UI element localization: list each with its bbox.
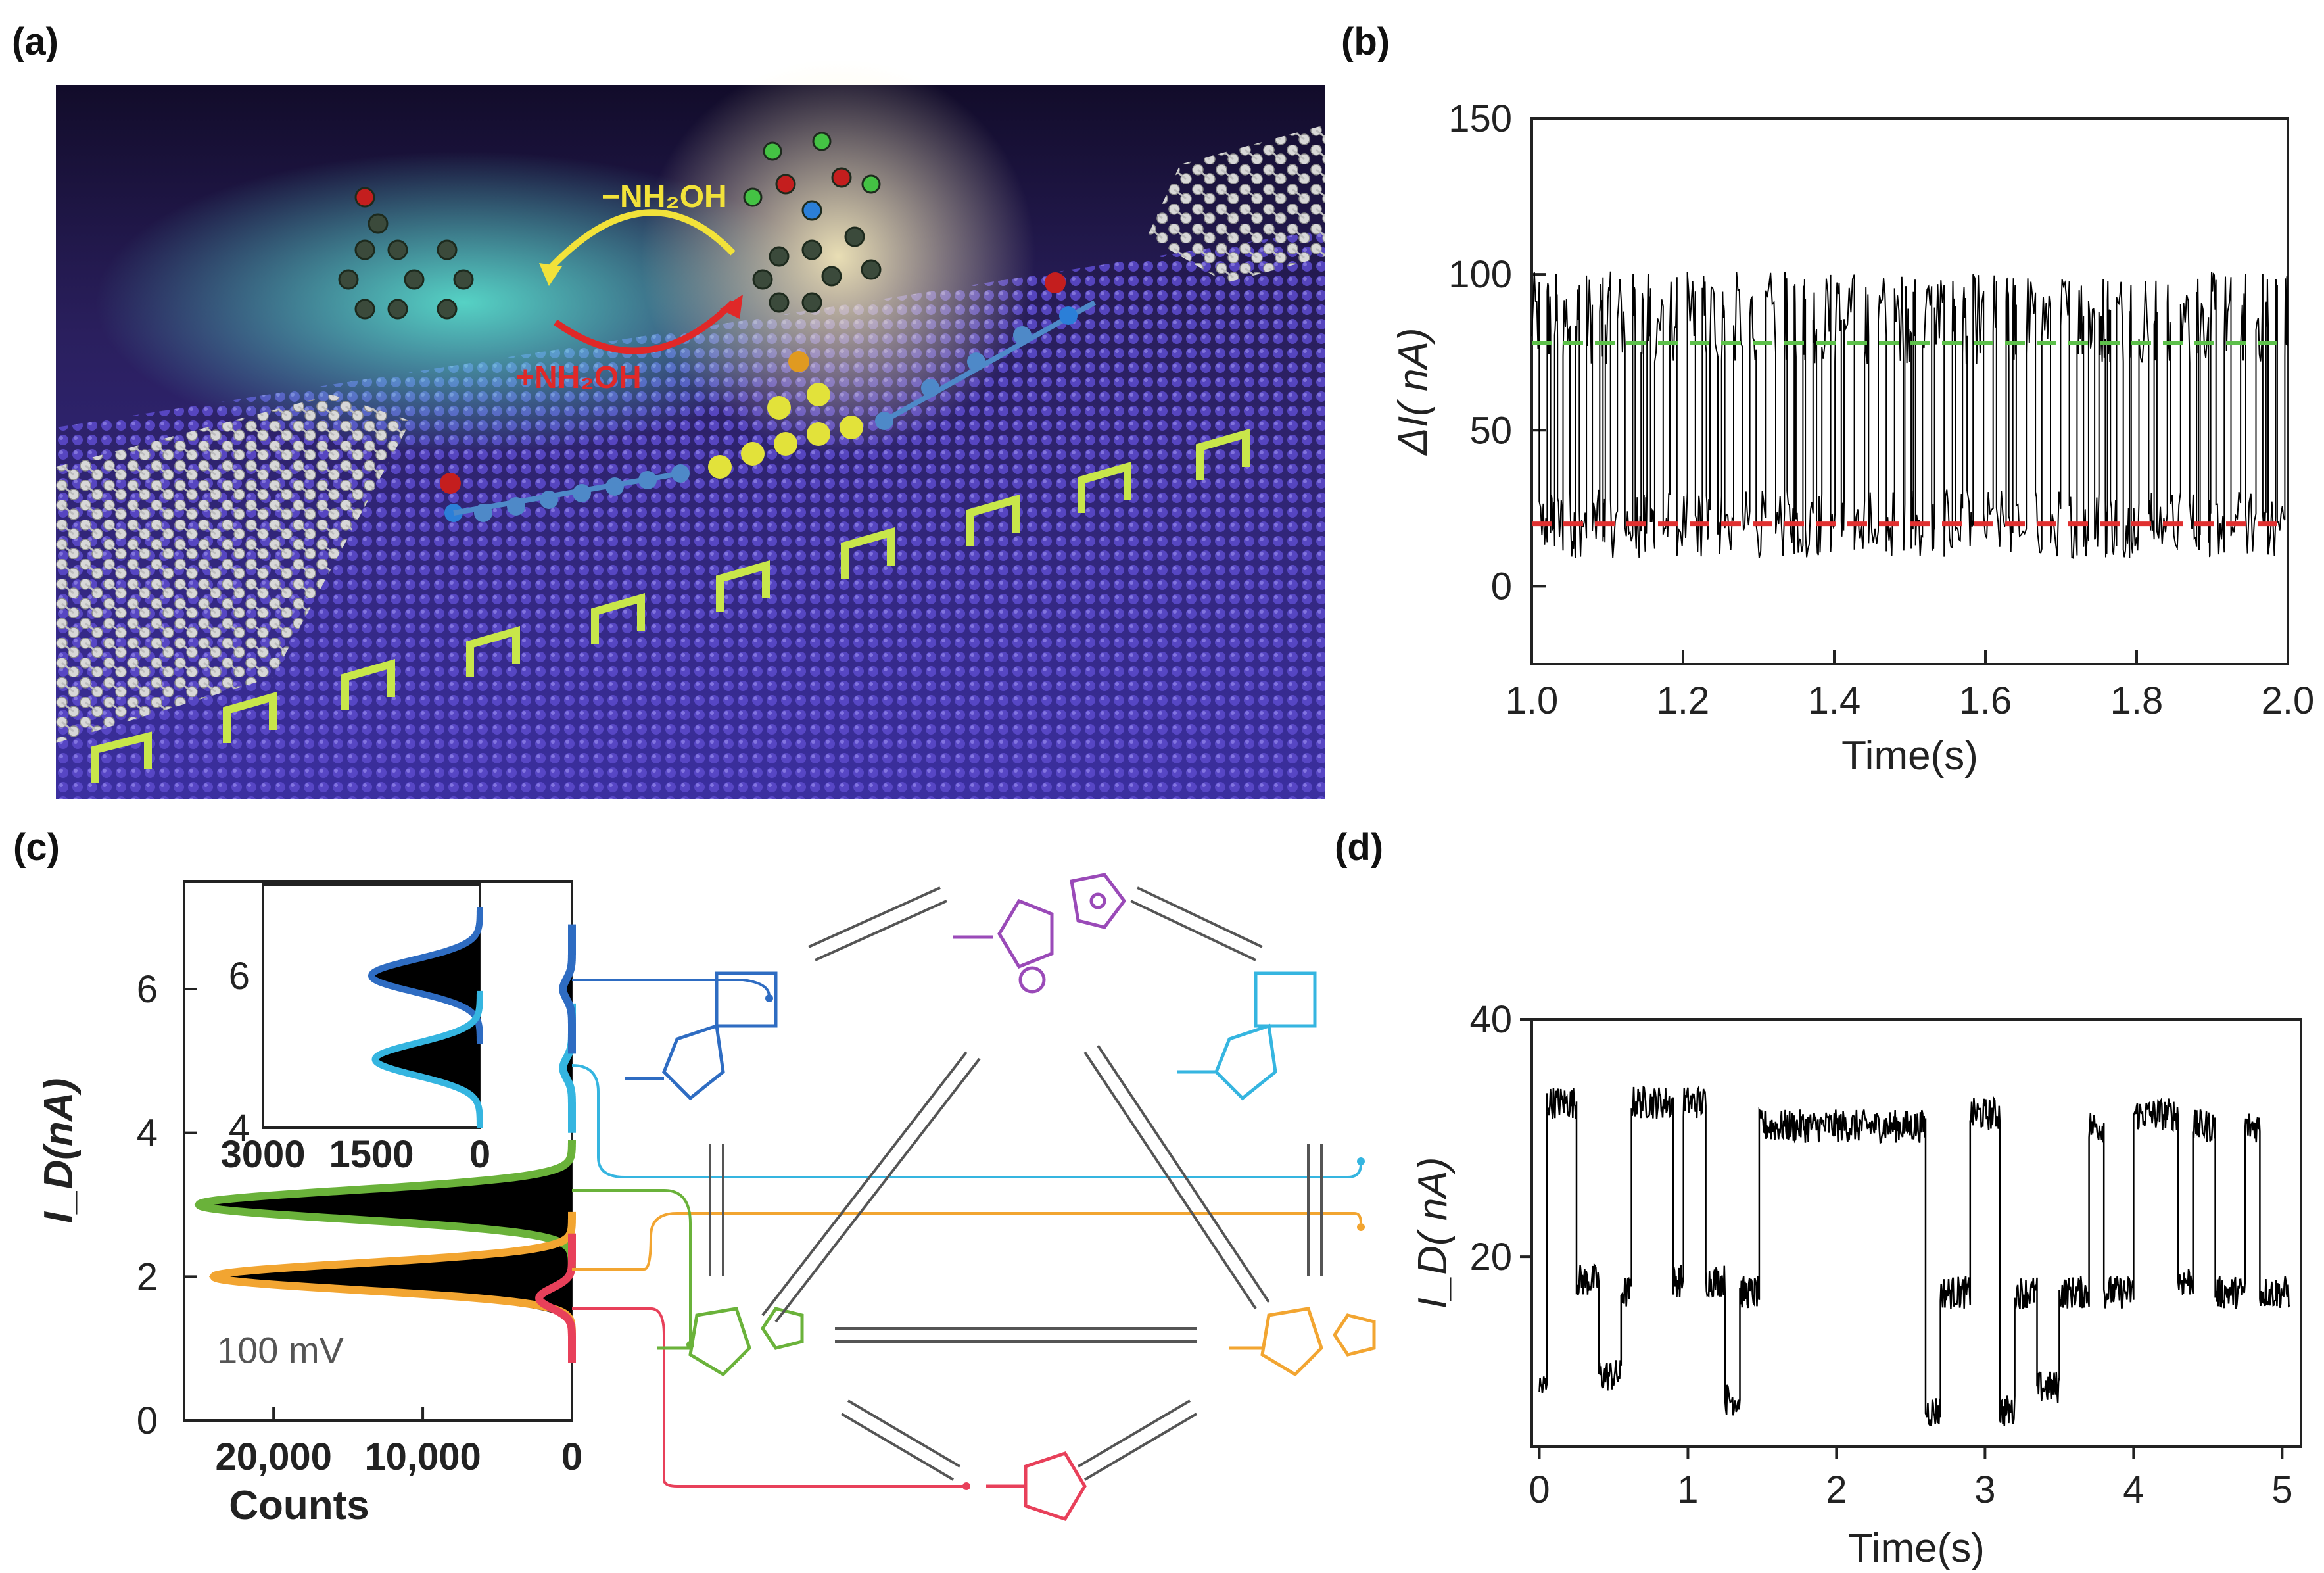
current-trace — [1531, 271, 2288, 560]
y-tick-label: 150 — [1448, 97, 1512, 140]
molecule-purple — [953, 873, 1127, 994]
molecule-core-yellow — [708, 351, 863, 479]
y-tick-label: 6 — [137, 968, 158, 1011]
panel-label-c: (c) — [13, 826, 60, 869]
peak-outline-2 — [535, 1233, 576, 1363]
y-axis-label: I_D( nA) — [1410, 1157, 1456, 1309]
connector-cyan — [571, 1064, 1362, 1178]
chart-c: 20,000 10,000 0 0 2 4 6 Counts I_D(nA) 100 mV 3000… — [36, 880, 582, 1528]
x-tick-label: 3 — [1974, 1468, 1995, 1511]
x-tick-label: 0 — [1529, 1468, 1550, 1511]
connector-blue — [572, 979, 771, 997]
molecule-free-right — [743, 132, 882, 313]
gate-electrodes — [91, 429, 1250, 783]
peak-outline-4 — [559, 924, 576, 1054]
y-tick-label: 20 — [1469, 1236, 1512, 1278]
voltage-annotation: 100 mV — [217, 1330, 344, 1371]
y-tick-label: 0 — [1491, 565, 1512, 608]
reaction-scheme — [571, 873, 1376, 1522]
inset-frame — [262, 883, 481, 1129]
plus-nh2oh-label: +NH₂OH — [516, 360, 642, 395]
x-tick-label: 1.2 — [1657, 679, 1710, 722]
y-tick-label: 50 — [1469, 409, 1512, 452]
x-tick-label: 1.4 — [1808, 679, 1861, 722]
inset-x-tick-label: 1500 — [329, 1133, 414, 1176]
molecule-free-left — [338, 187, 474, 320]
yellow-glow — [641, 59, 1035, 454]
inset-y-tick-label: 6 — [229, 955, 250, 998]
x-tick-label: 2 — [1826, 1468, 1847, 1511]
arrow-yellow — [546, 209, 736, 272]
y-axis-label: I_D(nA) — [36, 1078, 82, 1223]
graphene-left — [56, 395, 411, 743]
current-trace — [1538, 1085, 2290, 1427]
molecule-orange — [1229, 1307, 1376, 1377]
equilibrium-arrows — [709, 886, 1323, 1481]
x-tick-label: 4 — [2123, 1468, 2144, 1511]
inset-peak-0 — [368, 907, 483, 1044]
y-tick-label: 0 — [137, 1399, 158, 1442]
x-axis-label: Time(s) — [1841, 733, 1978, 779]
panel-label-d: (d) — [1335, 826, 1384, 869]
molecule-green — [657, 1307, 804, 1377]
x-tick-label: 20,000 — [215, 1436, 331, 1478]
molecule-linker-left — [440, 464, 690, 522]
connector-green — [572, 1189, 692, 1342]
x-tick-label: 1.6 — [1959, 679, 2012, 722]
x-tick-label: 5 — [2271, 1468, 2292, 1511]
molecule-red — [986, 1451, 1087, 1522]
x-axis-label: Time(s) — [1848, 1526, 1985, 1571]
panel-label-a: (a) — [12, 20, 59, 63]
connector-red — [572, 1307, 966, 1488]
molecule-cyan — [1177, 971, 1317, 1101]
plot-frame — [1530, 117, 2289, 666]
plot-frame — [1530, 1018, 2302, 1448]
inset-x-tick-label: 3000 — [220, 1133, 305, 1176]
x-tick-label: 2.0 — [2262, 679, 2315, 722]
x-tick-label: 0 — [561, 1436, 582, 1478]
y-tick-label: 4 — [137, 1112, 158, 1155]
panel-a-illustration: −NH₂OH +NH₂OH — [56, 59, 1325, 799]
x-axis-label: Counts — [229, 1483, 369, 1528]
minus-nh2oh-label: −NH₂OH — [602, 180, 727, 214]
graphene-right — [1147, 125, 1325, 283]
y-tick-label: 100 — [1448, 253, 1512, 296]
x-tick-label: 1.8 — [2110, 679, 2164, 722]
molecule-blue — [625, 971, 778, 1101]
inset-y-tick-label: 4 — [229, 1107, 250, 1150]
histogram-fill — [199, 888, 572, 1420]
molecule-linker-right — [875, 272, 1096, 430]
connector-orange — [572, 1212, 1362, 1270]
chart-b: 1.0 1.2 1.4 1.6 1.8 2.0 0 50 100 150 Time(s) ΔI( nA… — [1390, 97, 2314, 779]
chart-d: 0 1 2 3 4 5 20 40 Time(s) I_D( nA) — [1410, 998, 2302, 1571]
inset-x-tick-label: 0 — [469, 1133, 490, 1176]
panel-label-b: (b) — [1341, 20, 1390, 63]
x-tick-label: 1.0 — [1506, 679, 1559, 722]
y-axis-label: ΔI( nA) — [1390, 327, 1436, 456]
arrow-red — [554, 300, 736, 354]
x-tick-label: 1 — [1677, 1468, 1698, 1511]
y-tick-label: 40 — [1469, 998, 1512, 1041]
substrate-surface — [56, 230, 1325, 799]
x-tick-label: 10,000 — [364, 1436, 481, 1478]
inset-peak-1 — [371, 990, 483, 1128]
y-tick-label: 2 — [137, 1255, 158, 1298]
